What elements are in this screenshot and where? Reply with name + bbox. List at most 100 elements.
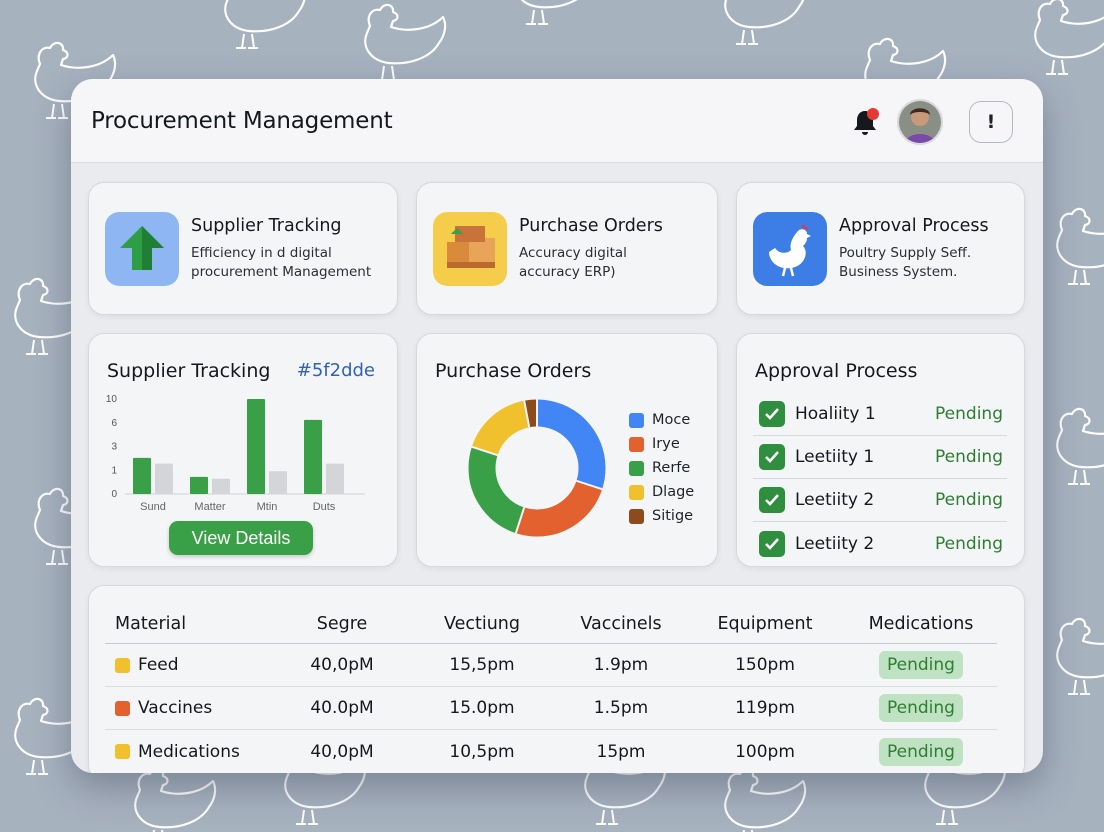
table-cell: 15,5pm — [449, 655, 515, 675]
column-header[interactable]: Vaccinels — [580, 613, 662, 634]
approval-name: Leetiity 2 — [795, 533, 875, 554]
feature-desc-line2: Business System. — [839, 263, 958, 280]
exclamation-icon: ! — [986, 111, 996, 133]
feature-title: Purchase Orders — [519, 215, 663, 236]
legend-item: Moce — [629, 408, 694, 432]
donut-separator — [514, 507, 526, 534]
table-cell: 40.0pM — [310, 698, 374, 718]
table-cell: 15pm — [596, 741, 646, 762]
checkbox-checked[interactable] — [759, 444, 785, 470]
user-photo-icon — [899, 101, 941, 143]
column-header[interactable]: Segre — [316, 613, 368, 634]
alert-button[interactable]: ! — [969, 101, 1013, 143]
feature-desc-line2: accuracy ERP) — [519, 263, 616, 280]
bar — [133, 457, 151, 494]
feature-card-purchase-orders[interactable]: Purchase Orders Accuracy digital accurac… — [416, 182, 718, 315]
top-bar: Procurement Management ! — [71, 79, 1043, 163]
table-cell: 1.9pm — [593, 655, 649, 675]
stacked-boxes-icon — [433, 211, 507, 286]
status-cell: Pending — [855, 651, 987, 679]
view-details-button[interactable]: View Details — [169, 521, 313, 555]
bar — [269, 471, 287, 494]
table-cell: 15.0pm — [449, 698, 515, 718]
status-badge: Pending — [879, 694, 963, 722]
donut-separator — [523, 400, 531, 428]
page-title: Procurement Management — [91, 107, 393, 134]
table-row[interactable]: Medications 40,0pM 10,5pm 15pm 100pm Pen… — [105, 730, 997, 773]
legend-label: Dlage — [652, 484, 695, 500]
approval-name: Leetiity 2 — [795, 490, 875, 510]
approval-name: Hoaliity 1 — [795, 404, 876, 424]
legend-item: Rerfe — [629, 456, 694, 480]
materials-table: Material Segre Vectiung Vaccinels Equipm… — [105, 604, 997, 773]
x-tick-label: Sund — [140, 501, 166, 513]
legend-swatch — [629, 460, 644, 476]
checkbox-checked[interactable] — [759, 401, 785, 427]
supplier-tracking-panel: Supplier Tracking #5f2dde 0 1 3 6 10 Sund Matt… — [88, 333, 398, 567]
donut-separator — [471, 445, 498, 457]
status-cell: Pending — [855, 694, 987, 722]
table-cell: 1.5pm — [593, 698, 649, 718]
checkmark-icon — [765, 537, 779, 550]
legend-item: Irye — [629, 432, 694, 456]
approval-list: Hoaliity 1 Pending Leetiity 1 Pending Le… — [753, 393, 1007, 565]
approval-process-panel: Approval Process Hoaliity 1 Pending Leet… — [736, 333, 1025, 567]
panel-title: Purchase Orders — [435, 360, 592, 382]
legend-swatch — [629, 412, 644, 428]
approval-row: Leetiity 2 Pending — [753, 479, 1007, 522]
x-tick-label: Matter — [194, 501, 226, 513]
material-name: Feed — [138, 655, 179, 675]
legend-item: Sitige — [629, 504, 694, 528]
approval-status: Pending — [935, 404, 1003, 424]
table-cell: 10,5pm — [449, 741, 515, 762]
material-cell: Feed — [105, 655, 287, 675]
table-row[interactable]: Vaccines 40.0pM 15.0pm 1.5pm 119pm Pendi… — [105, 687, 997, 730]
app-window: Procurement Management ! — [71, 79, 1043, 773]
bar — [212, 478, 230, 494]
legend-label: Moce — [652, 412, 691, 428]
column-header[interactable]: Vectiung — [443, 613, 520, 634]
bar — [304, 419, 322, 494]
column-header[interactable]: Equipment — [717, 613, 813, 634]
purchase-orders-panel: Purchase Orders Moce Irye Rerfe Dlage Si… — [416, 333, 718, 567]
y-tick-label: 6 — [111, 418, 117, 429]
y-tick-label: 1 — [111, 465, 117, 476]
table-cell: 100pm — [735, 741, 795, 762]
table-cell: 150pm — [735, 655, 795, 675]
avatar[interactable] — [897, 99, 943, 145]
table-header: Material Segre Vectiung Vaccinels Equipm… — [105, 604, 997, 644]
material-cell: Medications — [105, 742, 287, 762]
feature-desc-line1: Efficiency in d digital — [191, 244, 332, 261]
panel-title: Supplier Tracking — [107, 360, 271, 382]
table-cell: 119pm — [735, 698, 795, 718]
donut-separator — [576, 479, 603, 491]
y-tick-label: 3 — [111, 442, 117, 453]
table-row[interactable]: Feed 40,0pM 15,5pm 1.9pm 150pm Pending — [105, 644, 997, 687]
material-swatch — [115, 657, 130, 673]
checkmark-icon — [765, 408, 779, 420]
notification-badge — [867, 108, 879, 120]
approval-row: Hoaliity 1 Pending — [753, 393, 1007, 436]
feature-card-supplier-tracking[interactable]: Supplier Tracking Efficiency in d digita… — [88, 182, 398, 315]
column-header[interactable]: Medications — [868, 613, 974, 634]
approval-name: Leetiity 1 — [795, 447, 875, 467]
approval-row: Leetiity 2 Pending — [753, 522, 1007, 565]
donut-slice — [468, 399, 606, 537]
approval-status: Pending — [935, 447, 1003, 467]
checkbox-checked[interactable] — [759, 530, 785, 557]
feature-desc-line1: Accuracy digital — [519, 244, 627, 261]
checkbox-checked[interactable] — [759, 487, 785, 513]
legend-label: Rerfe — [652, 460, 691, 476]
status-badge: Pending — [879, 651, 963, 679]
panel-title: Approval Process — [755, 360, 918, 382]
bar — [326, 463, 344, 494]
feature-card-approval-process[interactable]: Approval Process Poultry Supply Seff. Bu… — [736, 182, 1025, 315]
green-upload-arrow-icon — [105, 211, 179, 286]
material-swatch — [115, 744, 130, 759]
notifications-button[interactable] — [849, 106, 881, 138]
legend-swatch — [629, 484, 644, 500]
checkmark-icon — [765, 494, 779, 506]
legend-label: Sitige — [652, 508, 694, 524]
y-tick-label: 10 — [106, 394, 118, 405]
column-header[interactable]: Material — [115, 613, 187, 634]
